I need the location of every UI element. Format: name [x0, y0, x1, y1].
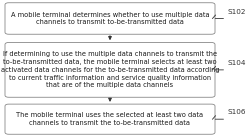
Text: The mobile terminal uses the selected at least two data
channels to transmit the: The mobile terminal uses the selected at… [16, 112, 204, 126]
FancyBboxPatch shape [5, 104, 215, 134]
Text: S104: S104 [228, 60, 246, 66]
FancyBboxPatch shape [5, 42, 215, 97]
Text: S106: S106 [228, 109, 246, 115]
Text: If determining to use the multiple data channels to transmit the
to-be-transmitt: If determining to use the multiple data … [1, 51, 219, 88]
FancyBboxPatch shape [5, 3, 215, 34]
Text: S102: S102 [228, 9, 246, 15]
Text: A mobile terminal determines whether to use multiple data
channels to transmit t: A mobile terminal determines whether to … [11, 12, 209, 25]
